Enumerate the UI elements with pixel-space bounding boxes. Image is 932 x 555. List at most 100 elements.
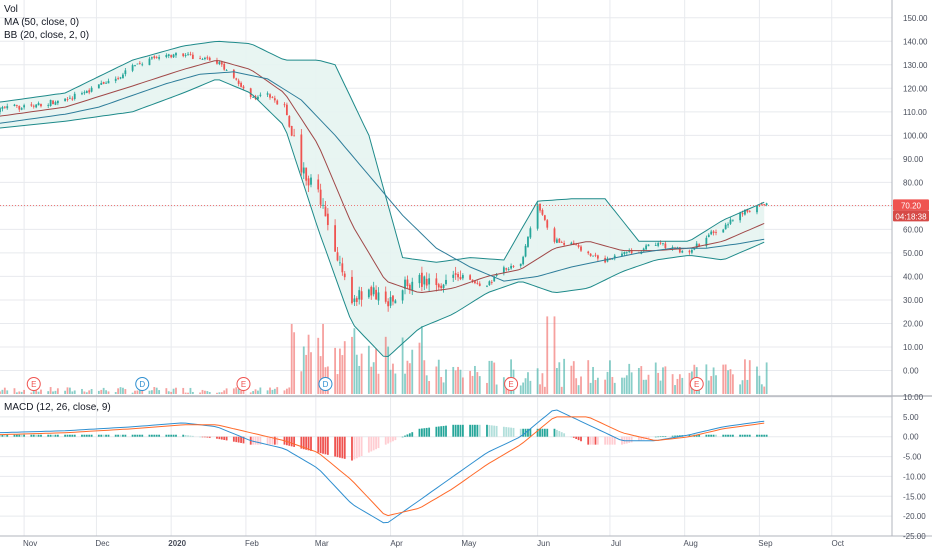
macd-hist-bar xyxy=(546,428,549,437)
x-tick-label: Dec xyxy=(95,539,109,548)
volume-bar xyxy=(15,392,18,394)
legend-vol[interactable]: Vol xyxy=(4,4,18,15)
candle-body xyxy=(478,283,481,286)
volume-bar xyxy=(741,380,744,394)
price-tick-label: 110.00 xyxy=(903,108,927,117)
x-tick-label: Mar xyxy=(315,539,329,548)
candle-body xyxy=(317,179,320,190)
macd-hist-bar xyxy=(54,434,57,437)
macd-hist-bar xyxy=(420,428,423,437)
volume-bar xyxy=(654,362,657,394)
macd-hist-bar xyxy=(310,436,312,451)
event-badge-label: E xyxy=(694,380,699,389)
volume-bar xyxy=(319,356,322,394)
volume-bar xyxy=(353,328,356,394)
macd-hist-bar xyxy=(119,434,122,437)
candle-body xyxy=(114,78,117,81)
legend-ma50[interactable]: MA (50, close, 0) xyxy=(4,17,80,28)
volume-bar xyxy=(621,377,623,394)
candle-body xyxy=(40,104,42,107)
candle-body xyxy=(536,204,539,229)
x-tick-label: Oct xyxy=(832,539,845,548)
macd-hist-bar xyxy=(165,434,168,437)
price-tick-label: 140.00 xyxy=(903,37,928,46)
volume-bar xyxy=(758,375,761,394)
volume-bar xyxy=(249,392,252,394)
candle-body xyxy=(452,274,455,278)
volume-bar xyxy=(563,358,566,394)
volume-bar xyxy=(254,389,257,394)
macd-hist-bar xyxy=(358,436,361,458)
macd-hist-bar xyxy=(339,436,341,458)
volume-bar xyxy=(271,389,274,394)
volume-bar xyxy=(490,360,493,394)
macd-hist-bar xyxy=(408,433,411,437)
volume-bars xyxy=(0,316,768,394)
volume-bar xyxy=(375,348,377,394)
volume-bar xyxy=(756,366,758,394)
volume-bar xyxy=(117,388,120,394)
candle-body xyxy=(543,215,546,220)
candle-body xyxy=(83,92,86,94)
volume-bar xyxy=(760,384,763,394)
volume-bar xyxy=(478,376,481,394)
price-tick-label: 10.00 xyxy=(903,343,924,352)
macd-hist-bar xyxy=(225,436,228,441)
volume-bar xyxy=(237,389,240,394)
candle-body xyxy=(623,251,626,255)
candle-body xyxy=(343,273,346,278)
legend-bb[interactable]: BB (20, close, 2, 0) xyxy=(4,30,90,41)
earnings-badge xyxy=(689,377,704,391)
macd-hist-bar xyxy=(158,434,161,437)
macd-hist-bar xyxy=(124,434,127,437)
macd-hist-bar xyxy=(6,434,9,437)
x-tick-label: Sep xyxy=(758,539,773,548)
macd-hist-bar xyxy=(589,436,592,445)
volume-bar xyxy=(420,326,423,394)
volume-bar xyxy=(539,384,541,394)
volume-bar xyxy=(469,370,472,394)
macd-hist-bar xyxy=(671,435,674,437)
candle-body xyxy=(630,249,633,254)
volume-bar xyxy=(317,337,320,394)
macd-hist-bar xyxy=(763,434,766,437)
volume-bar xyxy=(199,392,202,394)
volume-bar xyxy=(572,361,575,394)
macd-hist-bar xyxy=(66,434,69,437)
volume-bar xyxy=(529,380,532,394)
bb-fill xyxy=(0,41,765,357)
volume-bar xyxy=(148,390,151,394)
candle-body xyxy=(664,243,667,248)
candle-body xyxy=(529,228,532,238)
macd-hist-bar xyxy=(406,434,409,437)
candle-body xyxy=(437,284,440,288)
volume-bar xyxy=(165,388,168,394)
candle-body xyxy=(367,289,370,298)
candle-body xyxy=(712,231,715,233)
volume-bar xyxy=(49,387,52,394)
volume-bar xyxy=(182,387,185,394)
volume-bar xyxy=(235,387,238,394)
candle-body xyxy=(119,77,122,79)
legend-macd[interactable]: MACD (12, 26, close, 9) xyxy=(4,402,111,413)
volume-bar xyxy=(54,390,57,394)
candle-body xyxy=(242,86,245,89)
macd-hist-bar xyxy=(47,434,50,437)
macd-line xyxy=(0,409,765,524)
candle-body xyxy=(117,78,120,79)
volume-bar xyxy=(138,388,141,394)
volume-bar xyxy=(97,390,100,394)
volume-bar xyxy=(377,373,380,394)
candle-body xyxy=(384,291,387,302)
macd-hist-bar xyxy=(519,428,522,437)
candle-body xyxy=(423,276,426,285)
candle-body xyxy=(625,252,628,254)
candle-body xyxy=(3,106,6,108)
volume-bar xyxy=(715,375,717,394)
macd-hist-bar xyxy=(317,436,320,453)
ma50-line xyxy=(0,71,765,282)
candle-body xyxy=(756,205,758,213)
macd-tick-label: -15.00 xyxy=(903,492,926,501)
macd-hist-bar xyxy=(307,436,310,451)
